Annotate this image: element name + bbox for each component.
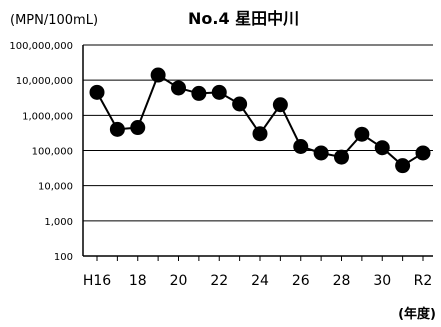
data-point — [171, 80, 186, 96]
data-point — [272, 97, 288, 113]
axes — [82, 45, 433, 257]
data-point — [232, 96, 248, 112]
data-point — [252, 126, 268, 142]
y-tick-label: 1,000,000 — [22, 111, 73, 122]
grid-lines — [83, 44, 433, 222]
data-point — [313, 145, 329, 161]
data-point — [150, 67, 166, 83]
x-tick-label: 24 — [251, 273, 269, 289]
x-axis-label: (年度) — [398, 306, 436, 322]
y-axis-tick-labels: 100 1,000 10,000 100,000 1,000,000 10,000,000… — [9, 41, 73, 263]
data-point — [354, 126, 370, 142]
series-line — [96, 73, 424, 167]
data-point — [130, 120, 146, 136]
y-tick-label: 10,000,000 — [16, 76, 73, 87]
data-point — [109, 121, 125, 137]
x-tick-label: 20 — [170, 273, 188, 289]
x-tick-label: 18 — [129, 273, 147, 289]
x-tick-label: 30 — [373, 273, 391, 289]
y-tick-label: 1,000 — [44, 217, 73, 228]
data-point — [334, 149, 349, 165]
data-point — [191, 85, 207, 101]
data-point — [395, 158, 411, 174]
y-tick-label: 100,000 — [32, 147, 73, 158]
x-tick-label: H16 — [83, 273, 111, 289]
x-tick-label: 28 — [333, 273, 351, 289]
x-axis-tick-labels: H16 18 20 22 24 26 28 30 R2 — [83, 256, 432, 289]
unit-label: (MPN/100mL) — [10, 13, 98, 28]
y-tick-label: 100,000,000 — [9, 41, 73, 52]
data-point — [211, 84, 227, 100]
data-point — [374, 140, 390, 156]
data-point — [293, 138, 309, 154]
x-tick-label: 26 — [292, 273, 310, 289]
x-tick-label: 22 — [210, 273, 228, 289]
x-tick-label: R2 — [414, 273, 433, 289]
data-point — [415, 145, 431, 161]
y-tick-label: 10,000 — [38, 182, 73, 193]
data-point — [89, 84, 105, 100]
chart-title: No.4 星田中川 — [188, 9, 299, 28]
series-1 — [89, 67, 431, 174]
y-tick-label: 100 — [54, 252, 73, 263]
